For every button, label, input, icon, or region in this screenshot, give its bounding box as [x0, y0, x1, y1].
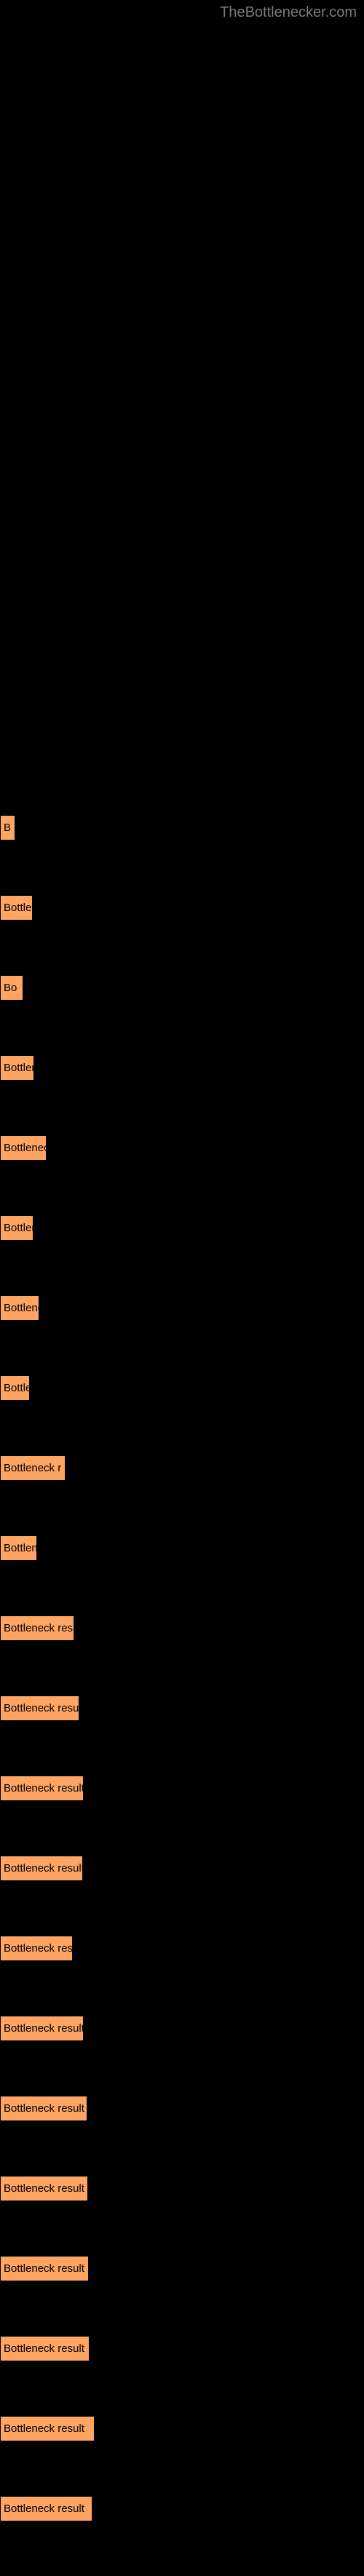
bar-item[interactable]: Bottlen [0, 895, 33, 921]
watermark-text: TheBottlenecker.com [220, 4, 357, 21]
bar-group: Bottleneck r [0, 1455, 95, 1484]
bar-item[interactable]: Bottleneck [0, 1135, 47, 1161]
bar-group: Bottleneck result [0, 2336, 95, 2365]
bar-item[interactable]: Bottlen [0, 1055, 34, 1081]
bar-group: Bottleneck resu [0, 1615, 95, 1645]
bar-item[interactable]: Bottleneck result [0, 1776, 84, 1801]
bar-group: B [0, 815, 95, 844]
bar-chart: B Bottlen Bo Bottlen Bottleneck Bottlen Bottle… [0, 815, 95, 2576]
bar-item[interactable]: Bottleneck r [0, 1455, 66, 1481]
bar-group: Bottlen [0, 1215, 95, 1244]
bar-item[interactable]: Bottleneck result [0, 2016, 84, 2041]
bar-item[interactable]: Bottleneck result [0, 2416, 95, 2441]
bar-group: Bottleneck result [0, 2496, 95, 2525]
bar-item[interactable]: Bottleneck result [0, 2256, 89, 2281]
bar-item[interactable]: Bottlenec [0, 1295, 39, 1321]
bar-group: Bottleneck result [0, 1856, 95, 1885]
bar-item[interactable]: Bottleneck res [0, 1936, 73, 1961]
bar-item[interactable]: Bottlen [0, 1215, 33, 1241]
bar-group: Bottlen [0, 1055, 95, 1084]
bar-group: Bottleneck result [0, 1696, 95, 1725]
bar-item[interactable]: Bottleneck result [0, 2176, 88, 2201]
bar-item[interactable]: Bottleneck result [0, 2336, 90, 2361]
bar-item[interactable]: Bottleneck resu [0, 1615, 74, 1641]
bar-item[interactable]: B [0, 815, 15, 840]
bar-group: Bottleneck result [0, 2256, 95, 2285]
bar-group: Bottle [0, 1375, 95, 1404]
bar-item[interactable]: Bottleneck result [0, 2496, 92, 2521]
bar-group: Bottleneck result [0, 2416, 95, 2445]
bar-item[interactable]: Bottleneck result [0, 2096, 87, 2121]
bar-group: Bottleneck result [0, 2176, 95, 2205]
bar-item[interactable]: Bo [0, 975, 23, 1001]
bar-group: Bottleneck result [0, 2016, 95, 2045]
bar-group: Bottleneck result [0, 1776, 95, 1805]
bar-group: Bottlene [0, 1535, 95, 1565]
bar-item[interactable]: Bottleneck result [0, 1696, 79, 1721]
bar-group: Bottlen [0, 895, 95, 924]
bar-group: Bottleneck result [0, 2096, 95, 2125]
bar-item[interactable]: Bottleneck result [0, 1856, 83, 1881]
bar-group: Bottleneck [0, 1135, 95, 1164]
bar-item[interactable]: Bottle [0, 1375, 30, 1401]
bar-group: Bo [0, 975, 95, 1004]
bar-item[interactable]: Bottlene [0, 1535, 37, 1561]
bar-group: Bottleneck res [0, 1936, 95, 1965]
bar-group: Bottlenec [0, 1295, 95, 1324]
